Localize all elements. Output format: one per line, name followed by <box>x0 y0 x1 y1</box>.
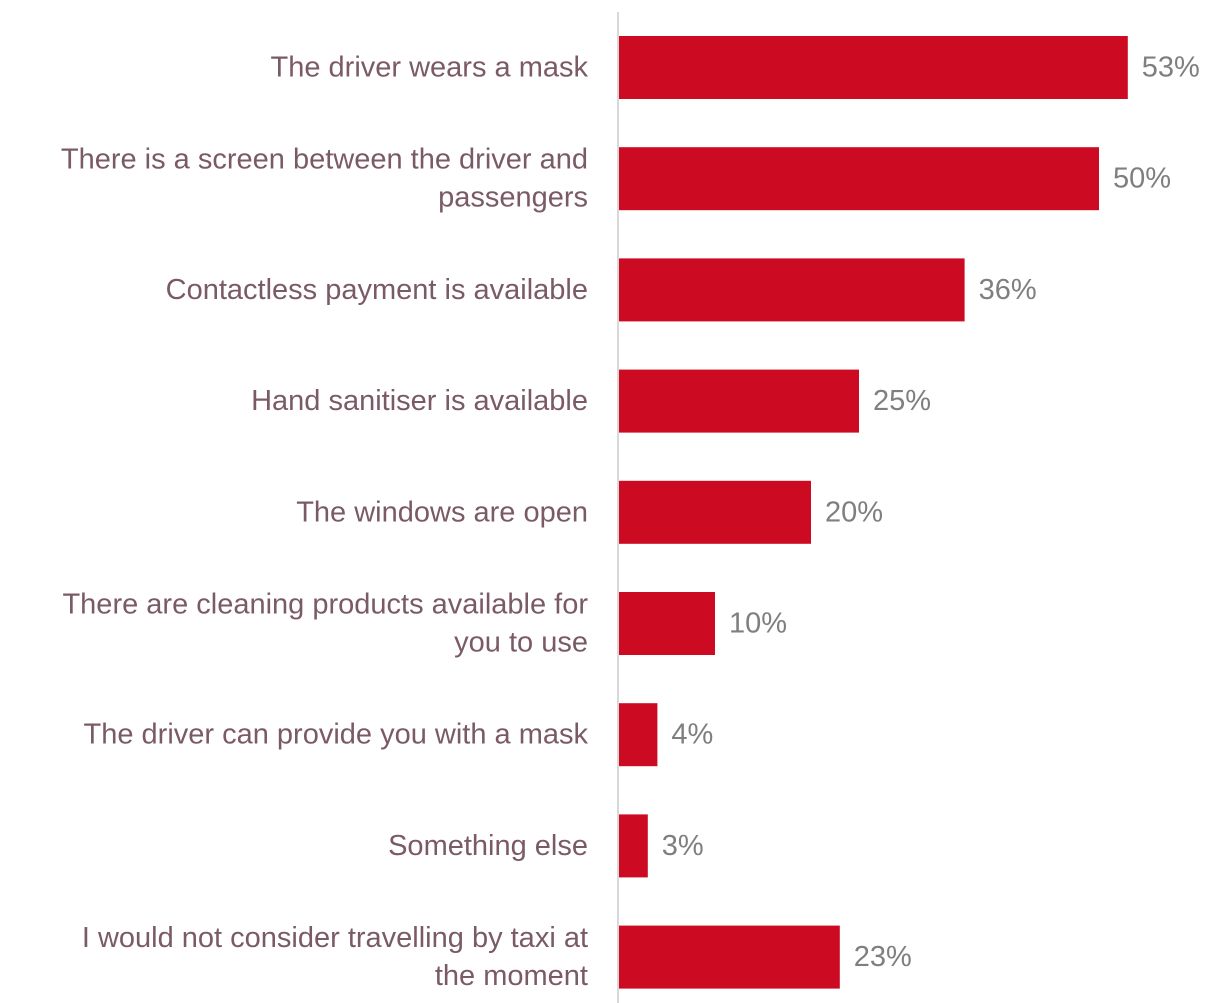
bar <box>619 258 965 322</box>
data-label: 4% <box>671 719 713 751</box>
bar <box>619 36 1128 99</box>
category-label: There are cleaning products available fo… <box>62 589 588 621</box>
bar <box>619 592 715 655</box>
bars-group <box>619 36 1128 989</box>
category-label: passengers <box>438 182 588 214</box>
category-label: Contactless payment is available <box>166 274 588 306</box>
data-label: 50% <box>1113 163 1171 195</box>
category-label: The windows are open <box>296 496 588 528</box>
data-label: 10% <box>729 608 787 640</box>
data-label: 25% <box>873 385 931 417</box>
data-label: 36% <box>979 274 1037 306</box>
bar <box>619 814 648 878</box>
data-label: 23% <box>854 941 912 973</box>
data-label: 53% <box>1142 52 1200 84</box>
category-label: you to use <box>454 627 588 659</box>
bar <box>619 480 811 544</box>
category-label: I would not consider travelling by taxi … <box>82 922 588 954</box>
category-label: There is a screen between the driver and <box>61 144 588 176</box>
bar <box>619 925 840 989</box>
category-label: Something else <box>388 830 588 862</box>
category-label: The driver wears a mask <box>271 52 589 84</box>
category-label: Hand sanitiser is available <box>251 385 588 417</box>
bar <box>619 147 1099 211</box>
bar <box>619 369 859 433</box>
data-label: 3% <box>662 830 704 862</box>
category-label: the moment <box>435 960 588 992</box>
data-label: 20% <box>825 496 883 528</box>
bar <box>619 703 658 767</box>
labels-group: 53% The driver wears a mask 50% There is a … <box>61 52 1200 993</box>
category-label: The driver can provide you with a mask <box>84 719 589 751</box>
